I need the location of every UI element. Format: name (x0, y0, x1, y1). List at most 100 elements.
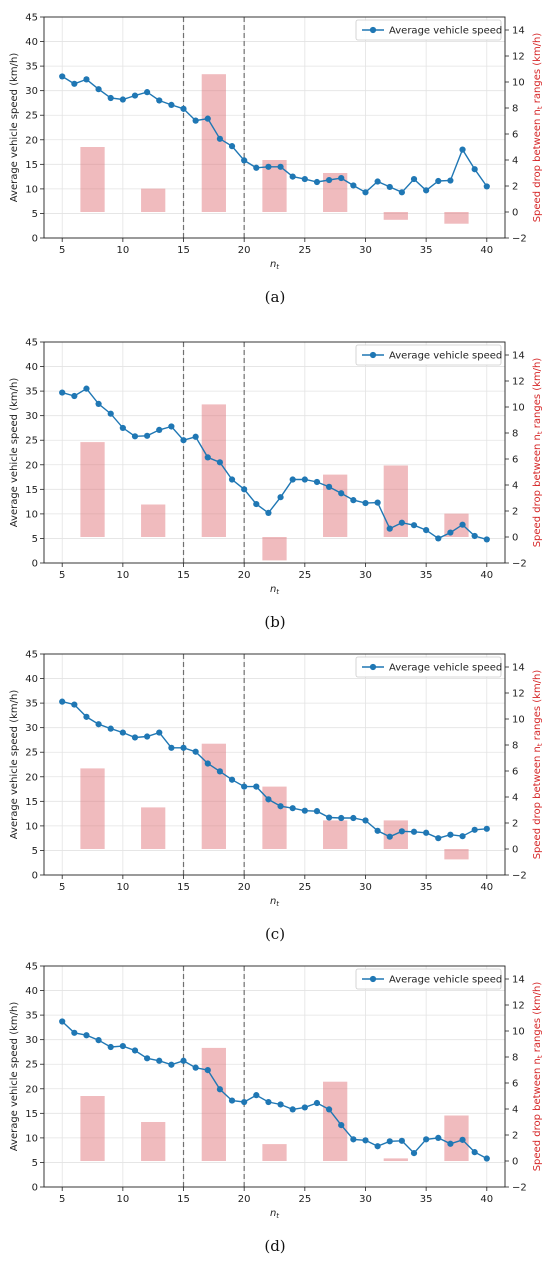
bar (80, 1096, 105, 1161)
y-tick-label: 45 (25, 13, 38, 24)
data-point (386, 525, 393, 532)
data-point (423, 187, 430, 194)
data-point (483, 536, 490, 543)
y-axis-left: 0 5 10 15 20 25 30 35 40 45 (25, 13, 44, 245)
data-point (423, 829, 430, 836)
plot-frame (43, 653, 506, 876)
y-right-tick-label: 10 (512, 78, 525, 89)
data-point (156, 97, 163, 104)
data-point (265, 163, 272, 170)
data-point (204, 760, 211, 767)
data-point (265, 509, 272, 517)
chart-panel-1: 5 10 15 20 25 30 35 40nt051015202530354045Avera… (9, 13, 544, 307)
y-axis-right: −2 0 2 4 6 8 10 12 14 (505, 975, 527, 1194)
data-point (156, 729, 163, 736)
data-point (386, 1138, 393, 1145)
x-axis: 5 10 15 20 25 30 35 40 (59, 563, 493, 581)
x-tick-label: 5 (59, 1194, 65, 1205)
y-tick-label: 25 (25, 436, 38, 447)
y-tick-label: 0 (32, 234, 38, 245)
data-point (398, 189, 405, 196)
legend: Average vehicle speed (355, 656, 502, 678)
bar (323, 820, 348, 849)
data-point (107, 725, 114, 732)
y-tick-label: 5 (32, 1158, 38, 1169)
y-right-axis-label: Speed drop between nt ranges (km/h) (532, 670, 544, 860)
plot-frame (43, 965, 506, 1188)
data-point (241, 157, 248, 164)
data-point (289, 476, 296, 483)
data-point (156, 1057, 163, 1064)
data-point (362, 1137, 369, 1144)
bar (201, 743, 226, 849)
bar-series (80, 74, 469, 224)
data-point (71, 392, 78, 400)
y-right-tick-label: 0 (512, 533, 518, 544)
y-right-tick-label: 2 (512, 507, 518, 518)
y-right-tick-label: 2 (512, 819, 518, 830)
data-point (483, 825, 490, 832)
y-tick-label: 15 (25, 160, 38, 171)
y-right-tick-label: −2 (512, 559, 527, 570)
data-point (362, 189, 369, 196)
data-point (386, 833, 393, 840)
bar (80, 442, 105, 537)
x-tick-label: 5 (59, 570, 65, 581)
data-point (180, 1057, 187, 1064)
data-point (325, 483, 333, 490)
data-point (289, 1106, 296, 1113)
data-point (410, 175, 418, 183)
grid (44, 341, 505, 564)
chart-panel-2: 5 10 15 20 25 30 35 40nt051015202530354045Avera… (9, 338, 544, 632)
data-point (325, 176, 333, 184)
y-right-axis-label: Speed drop between nt ranges (km/h) (532, 33, 544, 223)
data-point (313, 178, 321, 186)
y-tick-label: 35 (25, 699, 38, 710)
bar (141, 807, 166, 849)
x-tick-label: 25 (298, 570, 311, 581)
y-right-tick-label: 14 (512, 975, 525, 986)
legend-label: Average vehicle speed (389, 663, 502, 674)
y-tick-label: 45 (25, 650, 38, 661)
x-tick-label: 10 (116, 245, 129, 256)
data-point (350, 814, 357, 822)
bar (80, 147, 105, 212)
chart-panel-3: 5 10 15 20 25 30 35 40nt051015202530354045Avera… (9, 650, 544, 944)
data-point (410, 522, 418, 529)
data-point (398, 828, 405, 835)
y-axis-right: −2 0 2 4 6 8 10 12 14 (505, 351, 527, 570)
y-tick-label: 40 (25, 674, 38, 685)
data-point (265, 1098, 272, 1106)
y-tick-label: 25 (25, 1060, 38, 1071)
bar (141, 188, 166, 212)
data-point (95, 400, 102, 407)
data-point (71, 701, 78, 708)
panel-caption: (a) (265, 288, 286, 306)
data-point (59, 389, 66, 396)
data-point (289, 173, 296, 180)
y-right-tick-label: 10 (512, 403, 525, 414)
y-right-tick-label: 12 (512, 689, 525, 700)
data-point (253, 1092, 260, 1099)
legend: Average vehicle speed (355, 968, 502, 990)
data-point (71, 1029, 78, 1036)
data-point (459, 521, 466, 528)
data-point (386, 183, 393, 191)
bar (141, 1122, 166, 1161)
data-point (313, 478, 321, 486)
x-tick-label: 35 (420, 245, 433, 256)
bar (201, 1047, 226, 1161)
bar (444, 849, 469, 860)
y-right-tick-label: 2 (512, 1131, 518, 1142)
bar (262, 1144, 287, 1161)
x-tick-label: 25 (298, 882, 311, 893)
y-right-tick-label: 10 (512, 1027, 525, 1038)
x-axis: 5 10 15 20 25 30 35 40 (59, 1187, 493, 1205)
y-right-tick-label: 4 (512, 156, 518, 167)
data-point (204, 1067, 211, 1074)
y-tick-label: 0 (32, 559, 38, 570)
data-point (289, 805, 296, 812)
x-tick-label: 5 (59, 245, 65, 256)
y-tick-label: 15 (25, 485, 38, 496)
legend-marker (369, 351, 377, 359)
